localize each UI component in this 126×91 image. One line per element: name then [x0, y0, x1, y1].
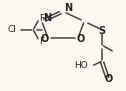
Text: HO: HO: [74, 61, 88, 70]
Text: O: O: [77, 34, 85, 44]
Text: Cl: Cl: [7, 25, 16, 34]
Text: N: N: [64, 3, 72, 13]
Text: O: O: [104, 74, 113, 84]
Text: S: S: [99, 26, 106, 36]
Text: N: N: [43, 13, 51, 23]
Text: F: F: [39, 14, 44, 23]
Text: O: O: [41, 34, 49, 44]
Text: F: F: [39, 37, 44, 46]
